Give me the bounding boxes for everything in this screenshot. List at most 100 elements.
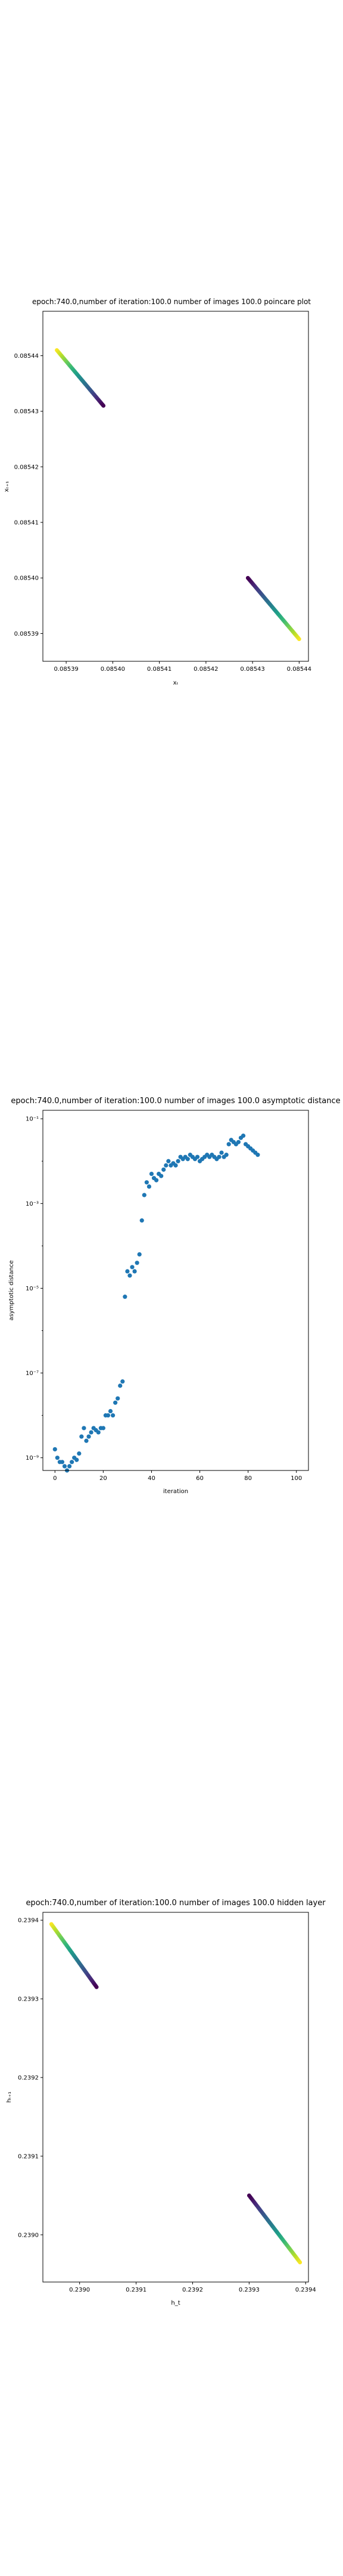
x-tick-label: 40 bbox=[148, 1475, 155, 1482]
scatter-point bbox=[118, 1383, 123, 1388]
x-tick-label: 80 bbox=[244, 1475, 252, 1482]
scatter-point bbox=[96, 1430, 101, 1435]
y-tick-label: 10⁻¹ bbox=[26, 1116, 39, 1123]
scatter-point bbox=[164, 1163, 169, 1168]
x-axis-label: xₜ bbox=[173, 680, 179, 686]
y-tick-label: 0.08540 bbox=[14, 575, 39, 582]
scatter-point bbox=[101, 403, 106, 408]
scatter-point bbox=[101, 1426, 105, 1431]
scatter-point bbox=[166, 1159, 171, 1163]
asymptotic-distance-panel: epoch:740.0,number of iteration:100.0 nu… bbox=[0, 1073, 343, 1503]
x-tick-label: 0.08540 bbox=[101, 666, 125, 673]
scatter-point bbox=[89, 1430, 93, 1435]
y-tick-label: 10⁻⁵ bbox=[26, 1286, 39, 1292]
poincare-plot-panel: epoch:740.0,number of iteration:100.0 nu… bbox=[0, 286, 343, 716]
x-axis-label: h_t bbox=[171, 2300, 180, 2306]
scatter-point bbox=[84, 1438, 89, 1443]
x-tick-label: 20 bbox=[99, 1475, 107, 1482]
scatter-point bbox=[77, 1451, 82, 1456]
scatter-point bbox=[52, 1447, 57, 1452]
y-tick-label: 0.2390 bbox=[18, 2232, 39, 2238]
chart-title: epoch:740.0,number of iteration:100.0 nu… bbox=[26, 1899, 326, 1908]
scatter-point bbox=[161, 1167, 166, 1172]
x-axis-label: iteration bbox=[163, 1488, 188, 1495]
scatter-point bbox=[142, 1193, 146, 1197]
asymptotic-distance-chart: epoch:740.0,number of iteration:100.0 nu… bbox=[8, 1097, 341, 1495]
scatter-point bbox=[139, 1218, 144, 1223]
scatter-point bbox=[113, 1400, 118, 1405]
scatter-point bbox=[146, 1184, 151, 1189]
y-tick-label: 0.2393 bbox=[18, 1996, 39, 2003]
scatter-point bbox=[245, 575, 250, 580]
x-tick-label: 0.2391 bbox=[126, 2287, 146, 2293]
x-tick-label: 0 bbox=[53, 1475, 57, 1482]
scatter-point bbox=[144, 1180, 149, 1185]
scatter-point bbox=[255, 1153, 260, 1157]
scatter-point bbox=[135, 1261, 139, 1265]
scatter-point bbox=[226, 1142, 231, 1147]
x-tick-label: 0.2393 bbox=[239, 2287, 260, 2293]
y-tick-label: 0.2391 bbox=[18, 2153, 39, 2160]
hidden-layer-chart: epoch:740.0,number of iteration:100.0 nu… bbox=[6, 1899, 326, 2306]
plot-frame bbox=[42, 1110, 309, 1471]
poincare-plot-chart: epoch:740.0,number of iteration:100.0 nu… bbox=[4, 298, 311, 686]
scatter-point bbox=[94, 1984, 99, 1989]
scatter-point bbox=[137, 1252, 142, 1257]
scatter-point bbox=[67, 1464, 72, 1469]
y-axis-label: xₜ₊₁ bbox=[4, 481, 10, 492]
y-tick-label: 10⁻⁷ bbox=[26, 1370, 39, 1377]
scatter-point bbox=[154, 1178, 159, 1182]
scatter-point bbox=[108, 1408, 113, 1414]
scatter-point bbox=[127, 1273, 132, 1278]
x-tick-label: 0.08539 bbox=[54, 666, 78, 673]
scatter-point bbox=[82, 1426, 86, 1431]
x-tick-label: 0.2394 bbox=[295, 2287, 316, 2293]
x-tick-label: 60 bbox=[196, 1475, 204, 1482]
scatter-point bbox=[120, 1379, 125, 1384]
y-tick-label: 0.08539 bbox=[14, 631, 39, 637]
scatter-point bbox=[159, 1174, 164, 1178]
x-tick-label: 0.2392 bbox=[182, 2287, 203, 2293]
hidden-layer-panel: epoch:740.0,number of iteration:100.0 nu… bbox=[0, 1887, 343, 2317]
y-tick-label: 0.2392 bbox=[18, 2075, 39, 2082]
scatter-point bbox=[217, 1154, 222, 1159]
chart-title: epoch:740.0,number of iteration:100.0 nu… bbox=[11, 1097, 340, 1106]
y-axis-label: hₜ₊₁ bbox=[6, 2092, 13, 2103]
y-axis-label: asymptotic distance bbox=[8, 1260, 15, 1320]
scatter-point bbox=[62, 1464, 67, 1469]
x-tick-label: 0.08543 bbox=[240, 666, 264, 673]
x-tick-label: 0.08541 bbox=[147, 666, 172, 673]
x-tick-label: 0.08544 bbox=[287, 666, 311, 673]
y-tick-label: 0.08543 bbox=[14, 408, 39, 415]
y-tick-label: 10⁻³ bbox=[26, 1201, 39, 1208]
x-tick-label: 100 bbox=[291, 1475, 302, 1482]
scatter-point bbox=[105, 1413, 111, 1418]
scatter-point bbox=[55, 1456, 60, 1460]
y-tick-label: 0.08542 bbox=[14, 464, 39, 470]
scatter-point bbox=[173, 1163, 178, 1168]
scatter-point bbox=[236, 1140, 241, 1144]
plot-frame bbox=[42, 311, 309, 662]
scatter-point bbox=[241, 1134, 246, 1138]
scatter-point bbox=[176, 1159, 180, 1163]
scatter-point bbox=[149, 1171, 154, 1176]
scatter-point bbox=[74, 1457, 79, 1462]
scatter-point bbox=[130, 1265, 135, 1270]
x-tick-label: 0.08542 bbox=[194, 666, 218, 673]
scatter-point bbox=[123, 1295, 127, 1299]
chart-title: epoch:740.0,number of iteration:100.0 nu… bbox=[32, 298, 311, 306]
scatter-point bbox=[219, 1150, 224, 1155]
scatter-point bbox=[110, 1413, 116, 1418]
scatter-point bbox=[70, 1460, 74, 1465]
y-tick-label: 0.08544 bbox=[14, 353, 39, 360]
scatter-point bbox=[116, 1396, 120, 1401]
scatter-point bbox=[60, 1460, 65, 1465]
scatter-point bbox=[185, 1157, 190, 1162]
scatter-point bbox=[86, 1434, 91, 1439]
x-tick-label: 0.2390 bbox=[69, 2287, 90, 2293]
y-tick-label: 10⁻⁹ bbox=[26, 1455, 39, 1462]
scatter-point bbox=[247, 2193, 251, 2198]
y-tick-label: 0.08541 bbox=[14, 520, 39, 527]
scatter-point bbox=[79, 1434, 84, 1439]
y-tick-label: 0.2394 bbox=[18, 1918, 39, 1924]
